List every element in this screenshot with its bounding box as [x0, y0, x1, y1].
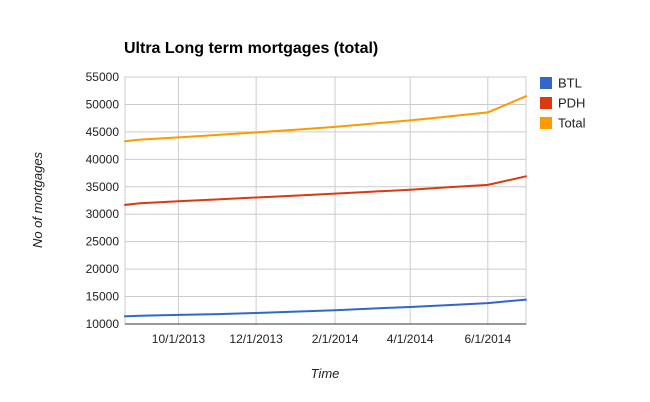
x-tick-label: 6/1/2014: [464, 332, 511, 346]
legend: BTL PDH Total: [540, 76, 586, 131]
legend-label-total: Total: [558, 116, 586, 131]
legend-label-pdh: PDH: [558, 96, 585, 111]
y-axis-title: No of mortgages: [30, 151, 45, 248]
x-tick-label: 10/1/2013: [152, 332, 206, 346]
y-tick-label: 10000: [86, 317, 120, 331]
y-tick-label: 45000: [86, 125, 120, 139]
x-axis-ticks: 10/1/2013 12/1/2013 2/1/2014 4/1/2014 6/1/20…: [152, 332, 512, 346]
y-tick-label: 55000: [86, 70, 120, 84]
series-line-total: [124, 95, 527, 143]
legend-swatch-total: [540, 117, 552, 129]
legend-swatch-btl: [540, 77, 552, 89]
x-axis-title: Time: [311, 366, 340, 381]
x-tick-label: 4/1/2014: [387, 332, 434, 346]
y-tick-label: 30000: [86, 207, 120, 221]
y-tick-label: 15000: [86, 290, 120, 304]
chart-title: Ultra Long term mortgages (total): [124, 40, 378, 57]
y-tick-label: 35000: [86, 180, 120, 194]
y-axis-ticks: 10000 15000 20000 25000 30000 35000 40000 45000…: [86, 70, 120, 331]
y-tick-label: 25000: [86, 235, 120, 249]
y-tick-label: 20000: [86, 262, 120, 276]
x-tick-label: 12/1/2013: [229, 332, 283, 346]
series-line-btl: [124, 298, 527, 318]
legend-label-btl: BTL: [558, 76, 582, 91]
grid: [124, 76, 527, 325]
x-tick-label: 2/1/2014: [312, 332, 359, 346]
series-lines: [124, 95, 527, 318]
legend-swatch-pdh: [540, 97, 552, 109]
y-tick-label: 40000: [86, 152, 120, 166]
series-line-pdh: [124, 175, 527, 206]
y-tick-label: 50000: [86, 97, 120, 111]
